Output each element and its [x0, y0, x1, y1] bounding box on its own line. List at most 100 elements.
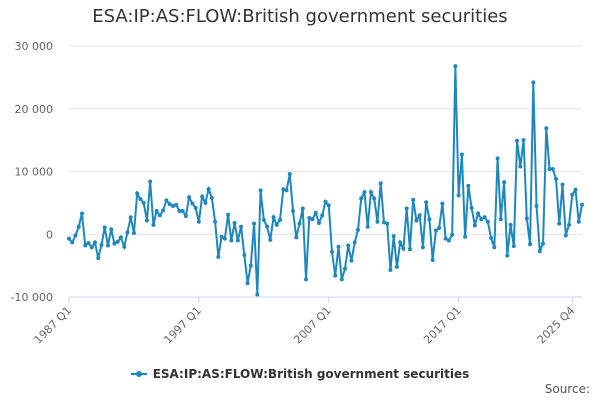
data-point[interactable] [291, 209, 296, 214]
data-point[interactable] [359, 196, 364, 201]
data-point[interactable] [463, 234, 468, 239]
data-point[interactable] [304, 277, 309, 282]
data-point[interactable] [118, 235, 123, 240]
data-point[interactable] [226, 212, 231, 217]
data-point[interactable] [417, 213, 422, 218]
data-point[interactable] [287, 172, 292, 177]
data-point[interactable] [482, 215, 487, 220]
data-point[interactable] [459, 152, 464, 157]
data-point[interactable] [401, 246, 406, 251]
data-point[interactable] [440, 201, 445, 206]
data-point[interactable] [131, 231, 136, 235]
data-point[interactable] [115, 239, 120, 244]
data-point[interactable] [187, 195, 192, 200]
data-point[interactable] [485, 219, 490, 224]
data-point[interactable] [209, 195, 214, 200]
data-point[interactable] [261, 217, 266, 222]
data-point[interactable] [567, 222, 572, 227]
data-point[interactable] [310, 217, 315, 222]
data-point[interactable] [427, 217, 432, 222]
data-point[interactable] [96, 256, 101, 261]
data-point[interactable] [498, 217, 503, 222]
data-point[interactable] [557, 221, 562, 226]
data-point[interactable] [128, 215, 133, 220]
data-point[interactable] [79, 211, 84, 216]
data-point[interactable] [105, 243, 110, 248]
data-point[interactable] [174, 202, 179, 207]
data-point[interactable] [148, 179, 153, 184]
data-point[interactable] [472, 223, 477, 228]
data-point[interactable] [222, 236, 227, 241]
data-point[interactable] [541, 241, 546, 246]
data-point[interactable] [524, 216, 529, 221]
data-point[interactable] [323, 199, 328, 204]
legend[interactable]: ESA:IP:AS:FLOW:British government securi… [0, 364, 600, 381]
data-point[interactable] [404, 206, 409, 211]
data-point[interactable] [102, 225, 107, 230]
data-point[interactable] [521, 138, 526, 143]
data-point[interactable] [141, 200, 146, 205]
data-point[interactable] [161, 208, 166, 213]
data-point[interactable] [398, 240, 403, 245]
data-point[interactable] [570, 192, 575, 197]
data-point[interactable] [466, 183, 471, 188]
data-point[interactable] [326, 203, 331, 208]
data-point[interactable] [479, 217, 484, 222]
data-point[interactable] [534, 204, 539, 209]
data-point[interactable] [430, 257, 435, 262]
data-point[interactable] [167, 202, 172, 207]
data-point[interactable] [407, 247, 412, 252]
data-point[interactable] [411, 197, 416, 202]
data-point[interactable] [122, 244, 127, 249]
data-point[interactable] [170, 204, 175, 209]
data-point[interactable] [297, 221, 302, 226]
data-point[interactable] [278, 217, 283, 222]
data-point[interactable] [563, 233, 568, 238]
data-point[interactable] [317, 220, 322, 225]
data-point[interactable] [349, 258, 354, 263]
data-point[interactable] [550, 166, 555, 171]
data-point[interactable] [138, 197, 143, 202]
data-point[interactable] [365, 224, 370, 229]
data-point[interactable] [508, 222, 513, 227]
data-point[interactable] [391, 234, 396, 239]
data-point[interactable] [307, 215, 312, 220]
data-point[interactable] [89, 245, 94, 250]
data-point[interactable] [180, 209, 185, 214]
data-point[interactable] [284, 188, 289, 193]
data-point[interactable] [372, 196, 377, 201]
data-point[interactable] [294, 235, 299, 240]
data-point[interactable] [313, 210, 318, 215]
data-point[interactable] [164, 198, 169, 203]
data-point[interactable] [515, 138, 520, 143]
data-point[interactable] [388, 268, 393, 273]
data-point[interactable] [544, 126, 549, 131]
data-point[interactable] [268, 237, 273, 242]
data-point[interactable] [554, 177, 559, 182]
data-point[interactable] [573, 187, 578, 192]
data-point[interactable] [414, 218, 419, 223]
data-point[interactable] [70, 240, 75, 245]
data-point[interactable] [495, 156, 500, 161]
data-point[interactable] [502, 180, 507, 185]
data-point[interactable] [255, 292, 260, 297]
data-point[interactable] [469, 205, 474, 210]
data-point[interactable] [489, 236, 494, 241]
data-point[interactable] [157, 213, 162, 218]
data-point[interactable] [177, 209, 182, 214]
data-point[interactable] [547, 166, 552, 171]
data-point[interactable] [281, 187, 286, 192]
data-point[interactable] [450, 232, 455, 237]
data-point[interactable] [206, 187, 211, 192]
data-point[interactable] [518, 164, 523, 169]
data-point[interactable] [258, 188, 263, 193]
data-point[interactable] [336, 244, 341, 249]
data-point[interactable] [420, 245, 425, 250]
data-point[interactable] [190, 201, 195, 206]
data-point[interactable] [92, 240, 97, 245]
data-point[interactable] [505, 253, 510, 258]
data-point[interactable] [528, 242, 533, 247]
data-point[interactable] [232, 220, 237, 225]
data-point[interactable] [144, 218, 149, 223]
data-point[interactable] [453, 64, 458, 69]
